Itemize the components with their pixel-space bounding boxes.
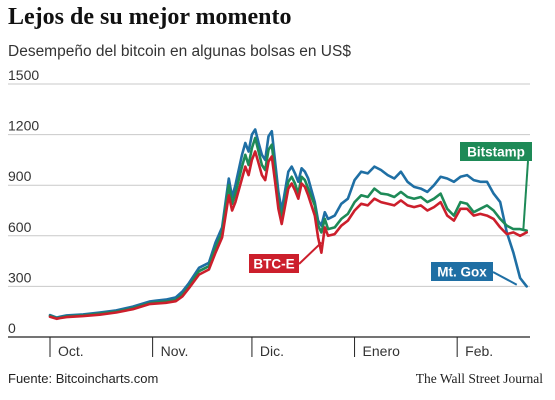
x-tick-label: Enero [363,343,401,359]
series-line-btc-e [48,150,528,321]
legend-label-bitstamp: Bitstamp [467,145,525,160]
x-tick-label: Dic. [260,343,284,359]
x-tick-label: Oct. [58,343,84,359]
callout-box-mt-gox [431,262,493,281]
callout-leader-mt-gox [492,271,518,286]
legend-label-mt-gox: Mt. Gox [437,265,487,280]
series-callouts: Bitstamp BTC-E Mt. Gox [249,142,532,286]
legend-label-btc-e: BTC-E [253,257,294,272]
publisher-credit: The Wall Street Journal [415,371,543,386]
y-tick-label: 1500 [8,67,39,83]
chart-title: Lejos de su mejor momento [8,4,292,30]
callout-leader-bitstamp [522,160,529,230]
x-tick-label: Feb. [465,343,493,359]
chart-subtitle: Desempeño del bitcoin en algunas bolsas … [8,43,351,60]
callout-box-btc-e [249,254,299,273]
x-axis: Oct. Nov. Dic. Enero Feb. [49,337,493,359]
y-tick-label: 600 [8,219,32,235]
y-tick-label: 1200 [8,118,39,134]
y-axis-ticks: 1500 1200 900 600 300 0 [8,67,39,336]
callout-box-bitstamp [460,142,532,161]
y-tick-label: 0 [8,320,16,336]
series-line-mt-gox [48,128,528,319]
grid-lines [8,83,530,338]
series-lines [48,128,528,321]
series-line-bitstamp [48,136,528,320]
callout-leader-btc-e [298,241,323,265]
x-tick-label: Nov. [161,343,189,359]
y-tick-label: 900 [8,168,32,184]
y-tick-label: 300 [8,269,32,285]
source-note: Fuente: Bitcoincharts.com [8,371,159,386]
